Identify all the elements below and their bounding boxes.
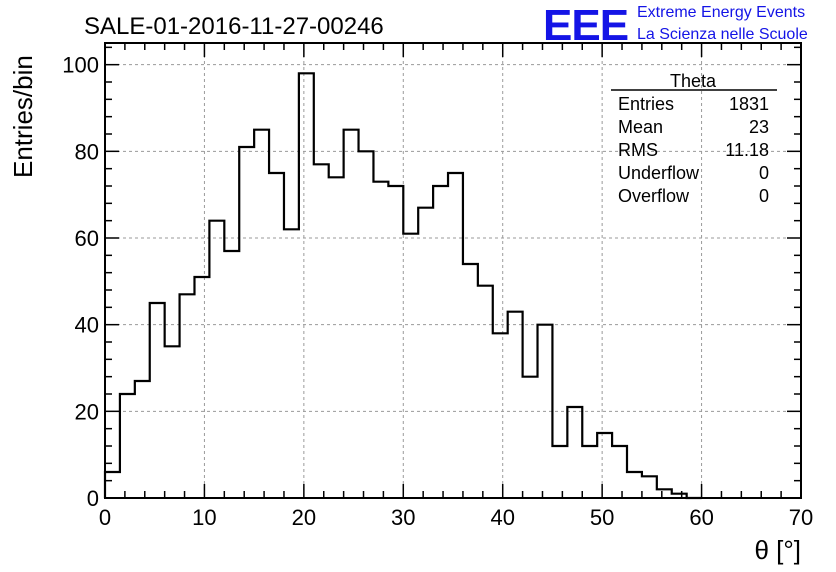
stats-rms-value: 11.18 <box>725 140 769 160</box>
y-axis-ticks: 0 20 40 60 80 100 <box>62 46 801 511</box>
stats-mean-label: Mean <box>618 117 663 137</box>
histogram-bars <box>103 72 702 500</box>
x-tick-label-50: 50 <box>590 505 614 530</box>
stats-entries-label: Entries <box>618 94 674 114</box>
histogram-bin-18 <box>373 182 388 498</box>
logo-letters: EEE <box>543 1 628 50</box>
histogram-bin-29 <box>538 325 553 498</box>
histogram-bin-24 <box>463 264 478 498</box>
histogram-bin-9 <box>239 147 254 498</box>
y-tick-label-40: 40 <box>75 313 99 338</box>
histogram-bin-2 <box>135 381 150 498</box>
histogram-bin-3 <box>150 303 165 498</box>
histogram-bin-26 <box>493 333 508 498</box>
histogram-bin-22 <box>433 186 448 498</box>
logo-line-1: Extreme Energy Events <box>637 4 805 21</box>
y-tick-label-60: 60 <box>75 226 99 251</box>
histogram-bin-20 <box>403 234 418 498</box>
histogram-bin-1 <box>120 394 135 498</box>
histogram-bin-34 <box>612 446 627 498</box>
histogram-bin-17 <box>359 151 374 498</box>
plot-frame <box>104 42 802 499</box>
histogram-bin-30 <box>552 446 567 498</box>
histogram-bin-35 <box>627 472 642 498</box>
stats-overflow-value: 0 <box>759 186 769 206</box>
stats-underflow-label: Underflow <box>618 163 700 183</box>
stats-box: Theta Entries 1831 Mean 23 RMS 11.18 Und… <box>611 71 777 206</box>
x-axis-ticks: 0 10 20 30 40 50 60 70 <box>99 43 813 530</box>
histogram-bin-0 <box>105 472 120 498</box>
histogram-bin-28 <box>523 377 538 498</box>
stats-underflow-value: 0 <box>759 163 769 183</box>
chart-title: SALE-01-2016-11-27-00246 <box>84 13 384 40</box>
histogram-bin-16 <box>344 130 359 498</box>
histogram-bin-25 <box>478 286 493 498</box>
histogram-bin-21 <box>418 208 433 498</box>
histogram-outline <box>103 72 702 500</box>
histogram-bin-5 <box>180 294 195 498</box>
x-tick-label-10: 10 <box>192 505 216 530</box>
histogram-bin-19 <box>388 186 403 498</box>
x-tick-label-60: 60 <box>689 505 713 530</box>
x-tick-label-0: 0 <box>99 505 111 530</box>
histogram-bin-32 <box>582 446 597 498</box>
histogram-bin-12 <box>284 229 299 498</box>
histogram-bin-36 <box>642 476 657 498</box>
x-tick-label-20: 20 <box>292 505 316 530</box>
histogram-bin-10 <box>254 130 269 498</box>
x-tick-label-30: 30 <box>391 505 415 530</box>
histogram-bin-13 <box>299 73 314 498</box>
y-tick-label-80: 80 <box>75 139 99 164</box>
histogram-bin-8 <box>224 251 239 498</box>
histogram-bin-33 <box>597 433 612 498</box>
logo-line-2: La Scienza nelle Scuole <box>637 26 808 43</box>
y-tick-label-100: 100 <box>62 53 99 78</box>
eee-logo: EEE Extreme Energy Events La Scienza nel… <box>543 1 808 50</box>
histogram-bin-37 <box>657 489 672 498</box>
stats-rms-label: RMS <box>618 140 658 160</box>
histogram-bin-27 <box>508 312 523 498</box>
stats-title: Theta <box>670 71 717 91</box>
histogram-bin-11 <box>269 173 284 498</box>
histogram-bin-7 <box>209 221 224 498</box>
histogram-bin-15 <box>329 177 344 498</box>
histogram-bin-4 <box>165 346 180 498</box>
y-tick-label-0: 0 <box>87 486 99 511</box>
grid <box>105 43 801 498</box>
x-tick-label-40: 40 <box>490 505 514 530</box>
histogram-bin-6 <box>194 277 209 498</box>
y-tick-label-20: 20 <box>75 399 99 424</box>
histogram-bin-31 <box>567 407 582 498</box>
stats-entries-value: 1831 <box>729 94 769 114</box>
plot-border <box>104 42 802 499</box>
stats-overflow-label: Overflow <box>618 186 690 206</box>
histogram-bin-14 <box>314 164 329 498</box>
stats-mean-value: 23 <box>749 117 769 137</box>
x-axis-title: θ [°] <box>754 535 801 565</box>
y-axis-title: Entries/bin <box>8 55 38 178</box>
x-tick-label-70: 70 <box>789 505 813 530</box>
histogram-bin-23 <box>448 173 463 498</box>
